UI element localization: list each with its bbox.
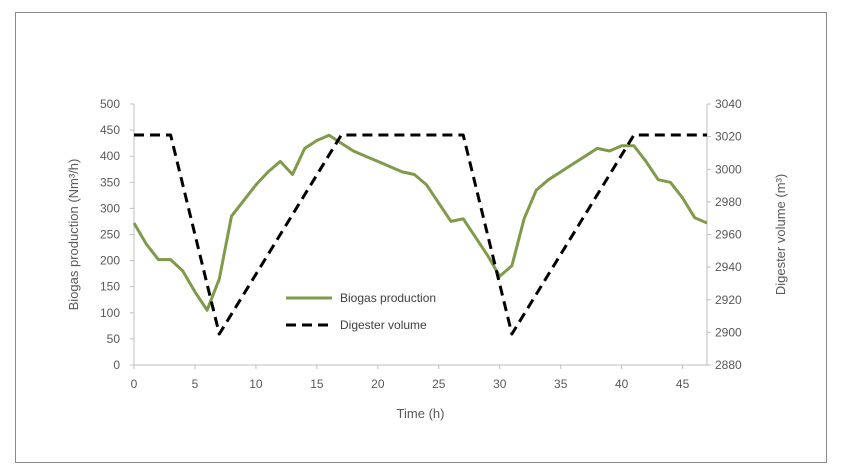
y-axis-right-label: Digester volume (m³) (773, 174, 788, 295)
chart-frame (15, 12, 827, 463)
y-right-tick-label: 2900 (715, 325, 742, 339)
y-left-tick-label: 200 (100, 254, 120, 268)
y-right-tick-label: 2940 (715, 260, 742, 274)
y-left-tick-label: 250 (100, 228, 120, 242)
y-right-tick-label: 3020 (715, 130, 742, 144)
y-left-tick-label: 450 (100, 123, 120, 137)
y-right-tick-label: 3040 (715, 97, 742, 111)
y-axis-left-label: Biogas production (Nm³/h) (66, 159, 81, 311)
x-tick-label: 45 (676, 377, 690, 391)
x-tick-label: 0 (131, 377, 138, 391)
x-axis-label: Time (h) (397, 406, 445, 421)
y-right-tick-label: 2880 (715, 358, 742, 372)
y-left-tick-label: 300 (100, 201, 120, 215)
y-right-tick-label: 2960 (715, 228, 742, 242)
y-right-tick-label: 2980 (715, 195, 742, 209)
y-left-tick-label: 50 (107, 332, 121, 346)
x-tick-label: 5 (192, 377, 199, 391)
x-tick-label: 10 (249, 377, 263, 391)
x-tick-label: 30 (493, 377, 507, 391)
y-left-tick-label: 0 (113, 358, 120, 372)
y-left-tick-label: 400 (100, 149, 120, 163)
y-left-tick-label: 500 (100, 97, 120, 111)
series-line-digester (134, 133, 707, 336)
legend-label: Digester volume (340, 318, 427, 332)
x-tick-label: 35 (554, 377, 568, 391)
x-tick-label: 40 (615, 377, 629, 391)
series-line-biogas (132, 133, 708, 312)
x-tick-label: 15 (310, 377, 324, 391)
y-left-tick-label: 100 (100, 306, 120, 320)
x-tick-label: 20 (371, 377, 385, 391)
y-left-tick-label: 350 (100, 175, 120, 189)
y-right-tick-label: 2920 (715, 293, 742, 307)
y-right-tick-label: 3000 (715, 162, 742, 176)
x-tick-label: 25 (432, 377, 446, 391)
legend-label: Biogas production (340, 291, 436, 305)
y-left-tick-label: 150 (100, 280, 120, 294)
